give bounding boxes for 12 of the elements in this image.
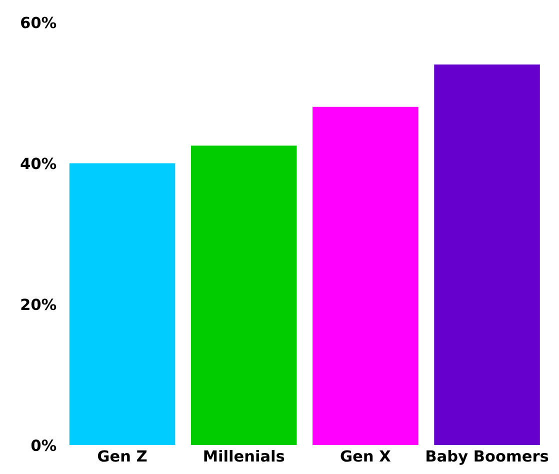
- y-tick-label: 40%: [20, 158, 56, 170]
- y-tick-label: 0%: [31, 440, 56, 452]
- bar: [312, 106, 418, 446]
- bar: [69, 163, 176, 446]
- y-tick-label: 60%: [21, 16, 56, 28]
- x-tick-label: Millenials: [204, 450, 284, 462]
- x-tick-label: Baby Boomers: [426, 450, 548, 465]
- x-tick-label: Gen X: [340, 450, 391, 462]
- y-tick-label: 20%: [21, 298, 56, 310]
- x-tick-label: Gen Z: [98, 450, 147, 462]
- bar: [190, 146, 297, 446]
- bar: [434, 64, 540, 446]
